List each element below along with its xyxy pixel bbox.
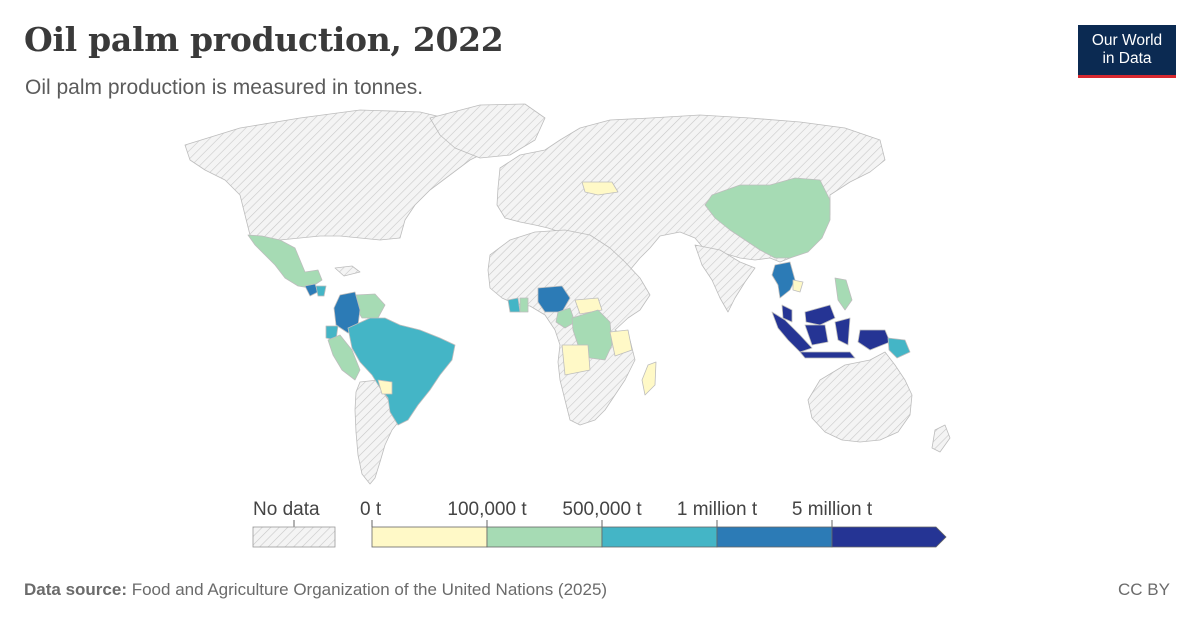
region-ukraine[interactable]: [581, 181, 619, 196]
source-text[interactable]: Food and Agriculture Organization of the…: [131, 580, 608, 599]
owid-logo[interactable]: Our World in Data: [1078, 25, 1176, 78]
region-honduras[interactable]: [315, 285, 327, 297]
region-papua-new-guinea[interactable]: [887, 337, 911, 359]
footer-source: Data source: Food and Agriculture Organi…: [24, 580, 607, 600]
source-label: Data source:: [24, 580, 127, 599]
region-angola[interactable]: [561, 344, 591, 376]
region-greenland-no-data[interactable]: [429, 103, 546, 159]
license-link[interactable]: CC BY: [1118, 580, 1170, 599]
region-australia-no-data[interactable]: [807, 351, 913, 443]
region-china[interactable]: [704, 177, 831, 259]
region-cambodia[interactable]: [792, 279, 804, 293]
region-tanzania[interactable]: [609, 329, 633, 357]
region-new-zealand-no-data[interactable]: [931, 424, 951, 453]
chart-subtitle: Oil palm production is measured in tonne…: [25, 76, 424, 99]
region-mexico[interactable]: [247, 234, 323, 289]
region-caribbean-no-data[interactable]: [334, 265, 361, 277]
region-india-no-data[interactable]: [694, 244, 756, 313]
region-central-african-republic[interactable]: [574, 297, 603, 315]
chart-title: Oil palm production, 2022: [24, 20, 504, 59]
region-thailand[interactable]: [771, 261, 796, 299]
region-africa-no-data[interactable]: [487, 229, 651, 426]
region-cote-divoire[interactable]: [507, 297, 521, 313]
region-madagascar[interactable]: [641, 361, 657, 396]
region-peru[interactable]: [327, 334, 361, 381]
logo-line-1: Our World: [1091, 32, 1163, 49]
region-malaysia[interactable]: [781, 304, 836, 326]
region-ghana[interactable]: [519, 297, 529, 313]
region-cameroon[interactable]: [555, 307, 576, 329]
region-indonesia[interactable]: [771, 311, 891, 359]
region-brazil[interactable]: [347, 317, 456, 426]
region-philippines[interactable]: [834, 277, 853, 311]
logo-line-2: in Data: [1102, 50, 1152, 67]
region-paraguay[interactable]: [377, 379, 393, 395]
